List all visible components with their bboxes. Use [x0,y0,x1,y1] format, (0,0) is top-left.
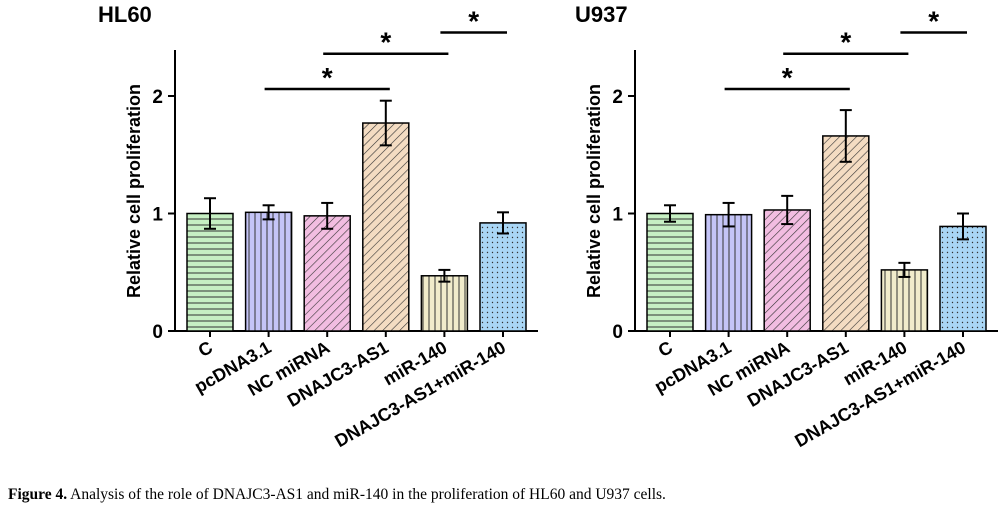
y-tick-label: 1 [152,205,163,226]
significance-bracket: * [724,62,850,93]
caption-text: Analysis of the role of DNAJC3-AS1 and m… [67,486,666,503]
bar-outline [303,215,351,332]
significance-bracket: * [440,6,507,37]
bar [704,213,753,332]
bar-outline [186,212,234,332]
significance-star: * [322,62,333,93]
bar-outline [704,213,753,332]
error-bars [664,109,969,278]
error-bar [438,268,451,283]
significance-bracket: * [783,27,909,58]
error-bar [898,261,911,278]
bar [244,211,293,332]
bar-outline [822,135,870,332]
y-tick-label: 1 [612,205,623,226]
y-tick-label: 2 [152,87,163,108]
x-tick-label: C [655,337,676,361]
significance-star: * [928,6,939,37]
bar [420,275,469,332]
error-bar [722,201,735,228]
axes: 0 1 2 [152,50,538,343]
bar [822,135,870,332]
bar [186,212,234,332]
error-bar [379,99,392,147]
bar [646,212,694,332]
error-bar [664,204,676,223]
chart-u937: U937 Relative cell proliferation 012 ***… [575,2,998,451]
bars [186,122,527,332]
significance-bracket: * [264,62,390,93]
bar [880,269,929,332]
significance-star: * [468,6,479,37]
figure-caption: Figure 4. Analysis of the role of DNAJC3… [8,486,998,504]
bar-outline [244,211,293,332]
bar [479,222,527,332]
bar [362,122,410,332]
y-tick-label: 0 [152,322,163,343]
error-bars [204,99,509,283]
y-axis-label: Relative cell proliferation [584,84,604,298]
significance-star: * [840,27,851,58]
significance-bracket: * [323,27,449,58]
x-tick-label: C [195,337,216,361]
y-axis-label: Relative cell proliferation [124,84,144,298]
chart-title: U937 [575,2,628,27]
bar-outline [420,275,469,332]
bar-outline [479,222,527,332]
error-bar [262,204,275,221]
bar-outline [362,122,410,332]
significance-star: * [380,27,391,58]
error-bar [204,197,216,230]
error-bar [957,212,969,241]
y-tick-label: 0 [612,322,623,343]
x-tick-label: DNAJC3-AS1 [284,337,392,411]
error-bar [839,109,852,163]
chart-hl60: HL60 Relative cell proliferation 012 ***… [98,2,538,451]
figure-canvas: HL60 Relative cell proliferation 012 ***… [98,2,998,451]
error-bar [781,194,794,226]
bar-outline [880,269,929,332]
bars [646,135,987,332]
bar-outline [646,212,694,332]
axes: 0 1 2 [612,50,998,343]
bar-outline [939,225,987,332]
bar-outline [763,209,811,332]
caption-label: Figure 4. [8,486,68,503]
significance-bracket: * [900,6,967,37]
significance-star: * [782,62,793,93]
bar [763,209,811,332]
significance-markers: * * * [724,6,967,93]
error-bar [497,211,509,235]
x-tick-label: DNAJC3-AS1 [744,337,852,411]
error-bar [321,201,334,230]
y-tick-label: 2 [612,87,623,108]
significance-markers: * * * [264,6,507,93]
bar [939,225,987,332]
bar [303,215,351,332]
chart-title: HL60 [98,2,152,27]
